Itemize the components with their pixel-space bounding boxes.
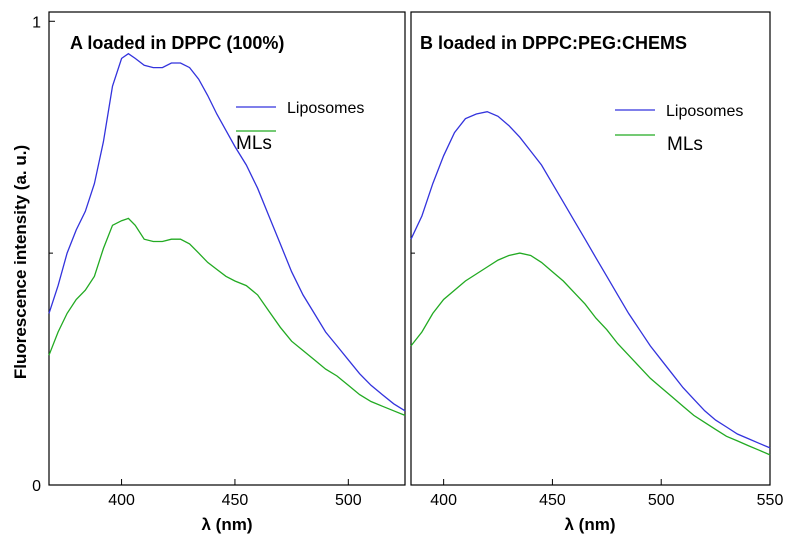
panel-b-frame (410, 11, 771, 486)
panel-b-x-tick-label: 450 (539, 492, 566, 509)
legend-label-liposomes: Liposomes (666, 103, 743, 120)
legend-label-mls: MLs (236, 133, 272, 154)
panel-a-x-tick-label: 450 (222, 492, 249, 509)
panel-a-y-tick-label: 1 (32, 14, 41, 31)
panel-a: A loaded in DPPC (100%) 400 450 500 0 1 Lipo… (32, 11, 406, 534)
panel-b: B loaded in DPPC:PEG:CHEMS 400 450 500 550 … (410, 11, 784, 534)
panel-b-x-tick-label: 550 (757, 492, 784, 509)
legend-label-mls: MLs (667, 134, 703, 155)
panel-b-x-tick-label: 500 (648, 492, 675, 509)
panel-a-x-tick-label: 500 (335, 492, 362, 509)
legend-label-liposomes: Liposomes (287, 100, 364, 117)
panel-a-y-tick-label: 0 (32, 478, 41, 495)
panel-a-x-label: λ (nm) (202, 515, 253, 534)
y-axis-label: Fluorescence intensity (a. u.) (11, 145, 30, 379)
panel-a-series-mls (48, 217, 406, 417)
panel-a-series-liposomes (48, 52, 406, 412)
panel-b-x-tick-label: 400 (430, 492, 457, 509)
panel-b-x-label: λ (nm) (565, 515, 616, 534)
panel-b-legend: Liposomes MLs (615, 103, 743, 155)
panel-b-series-liposomes (410, 111, 771, 449)
panel-b-title: B loaded in DPPC:PEG:CHEMS (420, 33, 687, 53)
panel-a-title: A loaded in DPPC (100%) (70, 33, 284, 53)
panel-b-series-mls (410, 252, 771, 456)
panel-a-legend: Liposomes MLs (236, 100, 364, 154)
panel-a-x-tick-label: 400 (108, 492, 135, 509)
panel-a-frame (48, 11, 406, 486)
